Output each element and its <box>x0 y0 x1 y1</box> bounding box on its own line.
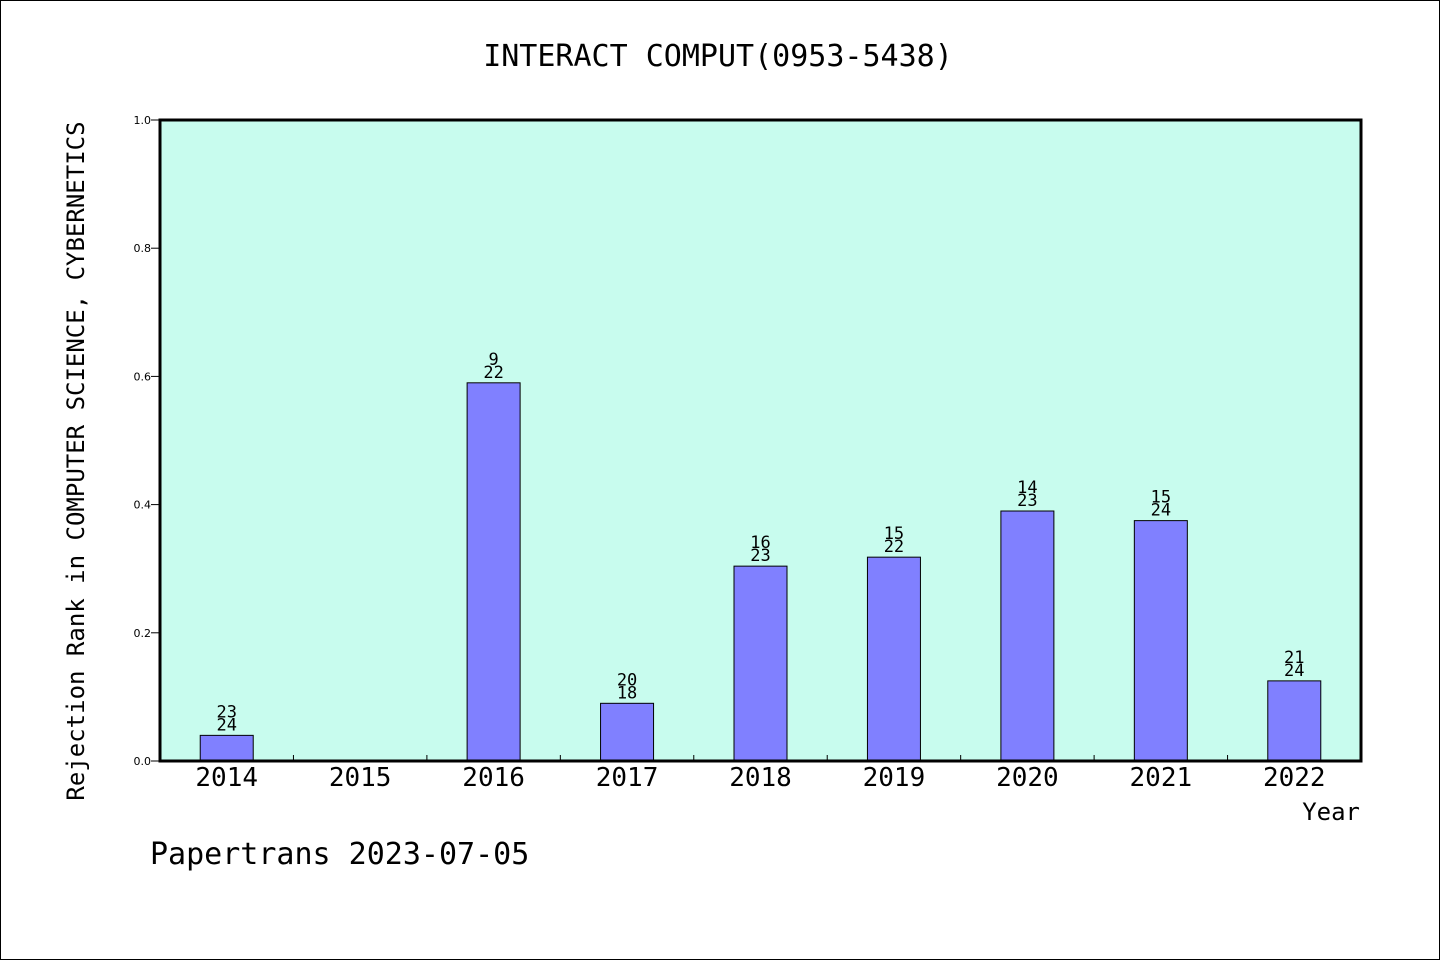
bar-label-top: 9 <box>488 350 498 370</box>
footer-credit: Papertrans 2023-07-05 <box>150 837 529 872</box>
x-axis-label: Year <box>1302 798 1360 826</box>
plot-border <box>158 118 1363 763</box>
bar-label-bottom: 24 <box>216 715 236 735</box>
y-tick-label: 0.2 <box>134 627 152 640</box>
bar-2017 <box>600 702 655 762</box>
bar-label-top: 16 <box>750 533 770 553</box>
bar-label-top: 14 <box>1017 478 1037 498</box>
y-tick-label: 0.0 <box>134 755 152 768</box>
bar-label-bottom: 24 <box>1284 661 1304 681</box>
chart-title: INTERACT COMPUT(0953-5438) <box>483 39 953 74</box>
y-tick-label: 1.0 <box>134 114 152 127</box>
x-axis: 2014 2015 2016 2017 2018 2019 2020 2021 2022 <box>195 755 1326 793</box>
bar-label-bottom: 22 <box>884 537 904 557</box>
x-tick-label: 2015 <box>329 763 392 793</box>
bars <box>199 382 1322 762</box>
x-tick-label: 2021 <box>1130 763 1193 793</box>
x-tick-label: 2017 <box>596 763 659 793</box>
bar-label-top: 20 <box>617 670 637 690</box>
bar-2018 <box>733 565 788 762</box>
bar-label-top: 23 <box>216 702 236 722</box>
bar-2022 <box>1267 680 1322 762</box>
y-axis-label: Rejection Rank in COMPUTER SCIENCE, CYBE… <box>62 121 90 800</box>
x-tick-label: 2018 <box>729 763 792 793</box>
bar-2020 <box>1000 510 1055 762</box>
bar-label-bottom: 24 <box>1151 501 1171 521</box>
x-tick-label: 2022 <box>1263 763 1326 793</box>
x-tick-label: 2014 <box>195 763 258 793</box>
bar-label-bottom: 22 <box>483 363 503 383</box>
bar-label-top: 21 <box>1284 648 1304 668</box>
y-tick-label: 0.4 <box>134 499 152 512</box>
y-axis: 0.0 0.2 0.4 0.6 0.8 1.0 <box>134 114 160 768</box>
bar-2014 <box>199 734 254 762</box>
bar-label-bottom: 18 <box>617 683 637 703</box>
x-tick-label: 2020 <box>996 763 1059 793</box>
bar-label-top: 15 <box>1151 488 1171 508</box>
x-tick-label: 2019 <box>863 763 926 793</box>
bar-2016 <box>466 382 521 762</box>
bar-2021 <box>1133 520 1188 762</box>
x-tick-label: 2016 <box>462 763 525 793</box>
y-tick-label: 0.8 <box>134 242 152 255</box>
bar-label-bottom: 23 <box>1017 491 1037 511</box>
bar-label-bottom: 23 <box>750 546 770 566</box>
bar-label-top: 15 <box>884 524 904 544</box>
y-tick-label: 0.6 <box>134 370 152 383</box>
bar-2019 <box>866 556 921 762</box>
